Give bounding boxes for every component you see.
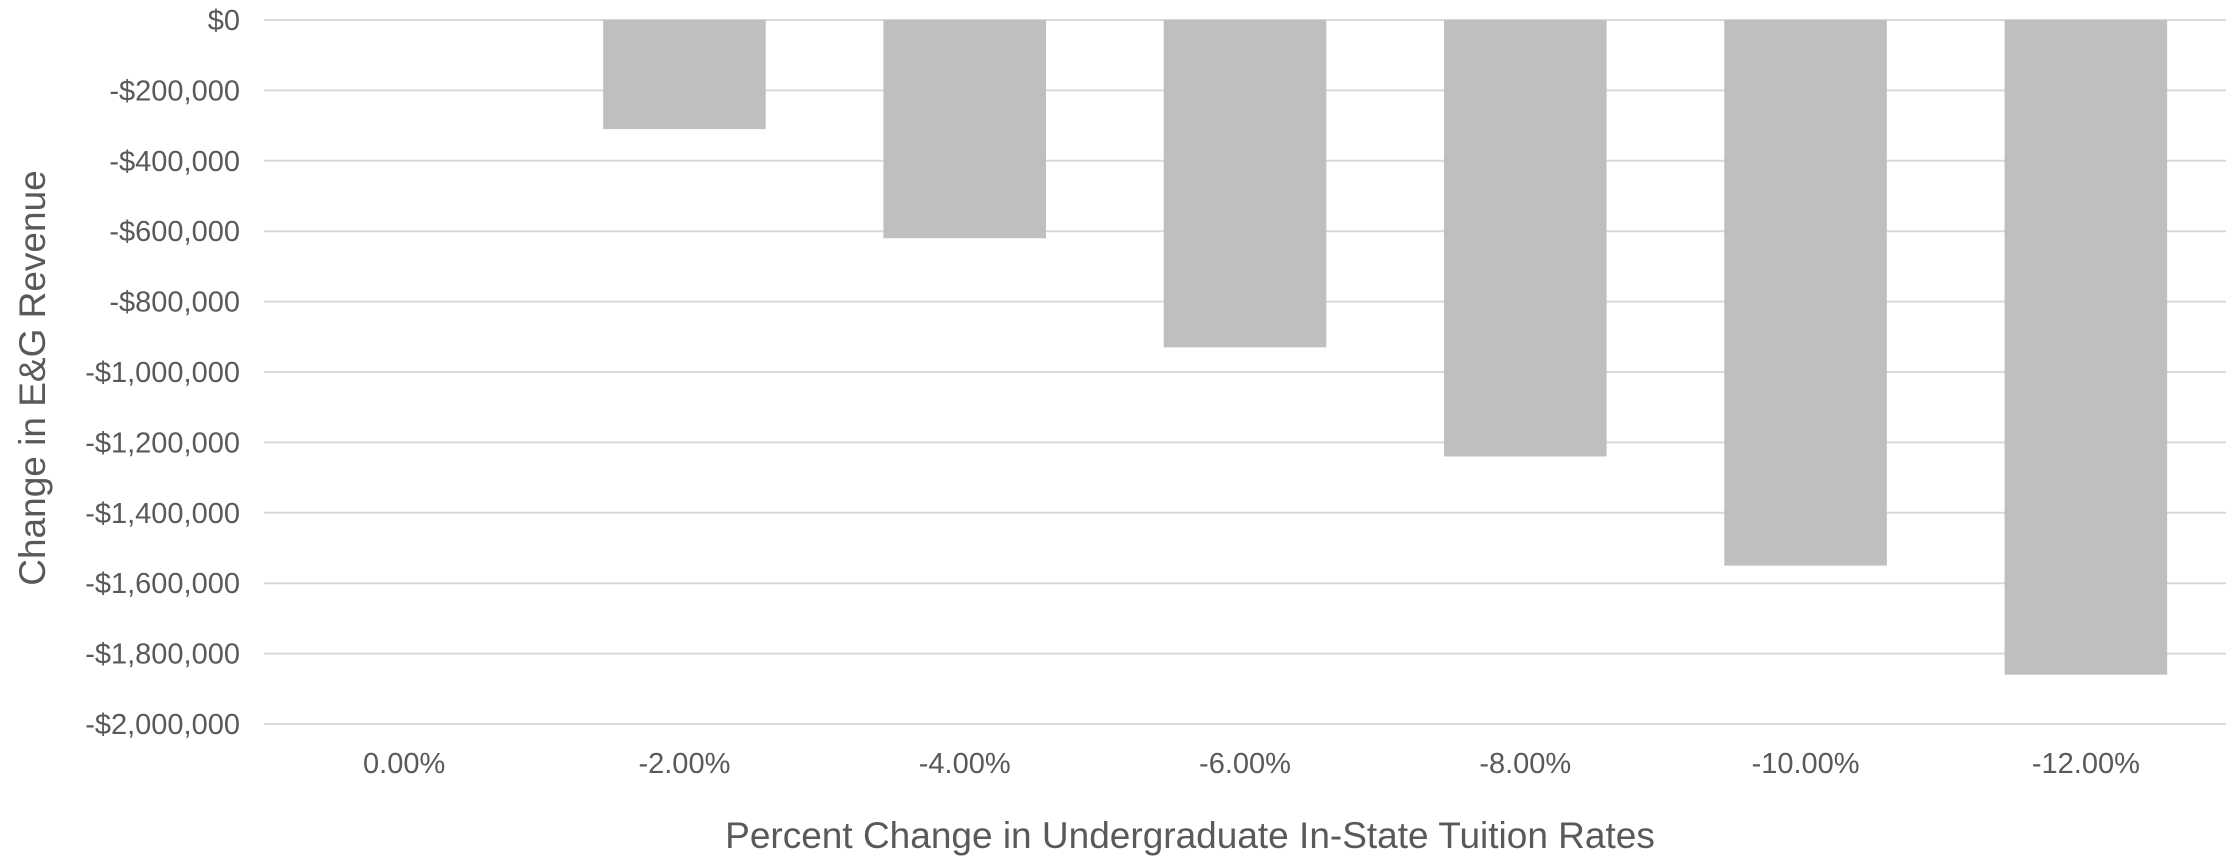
y-axis-tick-labels: $0 -$200,000 -$400,000 -$600,000 -$800,000 -$…	[85, 5, 240, 741]
bar	[1164, 20, 1327, 347]
y-tick-label: -$200,000	[109, 75, 240, 107]
y-tick-label: -$2,000,000	[85, 709, 240, 741]
y-tick-label: -$800,000	[109, 287, 240, 319]
x-tick-label: -12.00%	[2032, 748, 2140, 780]
x-tick-label: -4.00%	[919, 748, 1011, 780]
x-tick-label: -2.00%	[638, 748, 730, 780]
y-tick-label: -$1,200,000	[85, 427, 240, 459]
x-tick-label: 0.00%	[363, 748, 445, 780]
x-axis-tick-labels: 0.00% -2.00% -4.00% -6.00% -8.00% -10.00% -12.…	[363, 748, 2140, 780]
x-tick-label: -10.00%	[1752, 748, 1860, 780]
bars	[603, 20, 2167, 675]
y-tick-label: $0	[208, 5, 240, 37]
bar	[1444, 20, 1607, 456]
x-axis-title: Percent Change in Undergraduate In-State…	[725, 815, 1655, 856]
bar	[883, 20, 1046, 238]
bar	[2005, 20, 2168, 675]
y-tick-label: -$1,600,000	[85, 568, 240, 600]
y-tick-label: -$400,000	[109, 146, 240, 178]
y-tick-label: -$600,000	[109, 216, 240, 248]
x-tick-label: -8.00%	[1479, 748, 1571, 780]
x-tick-label: -6.00%	[1199, 748, 1291, 780]
y-axis-title: Change in E&G Revenue	[12, 170, 53, 586]
y-tick-label: -$1,400,000	[85, 498, 240, 530]
bar	[1724, 20, 1887, 566]
bar	[603, 20, 766, 129]
y-tick-label: -$1,800,000	[85, 639, 240, 671]
y-tick-label: -$1,000,000	[85, 357, 240, 389]
